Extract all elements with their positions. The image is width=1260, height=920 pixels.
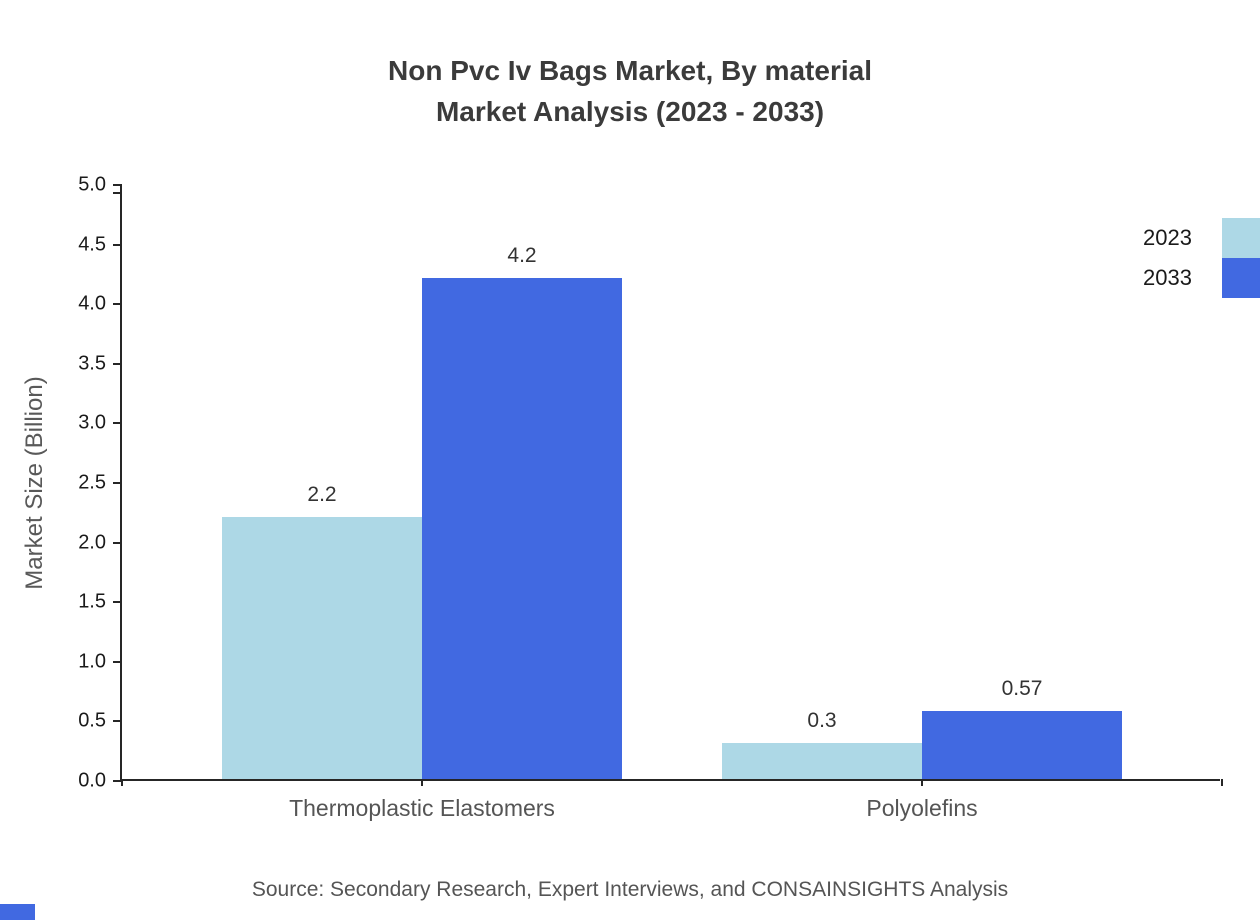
y-tick-label: 5.0 [78,173,106,196]
y-tick-mark [113,601,122,604]
bottom-left-blue-mark [0,904,35,920]
x-tick-mark [921,779,923,786]
y-tick-label: 0.5 [78,709,106,732]
y-tick-label: 2.5 [78,471,106,494]
category-label: Thermoplastic Elastomers [289,795,555,821]
x-tick-mark [421,779,423,786]
y-tick-mark [113,303,122,306]
y-axis-cap-mark [113,192,122,194]
source-note: Source: Secondary Research, Expert Inter… [251,878,1009,901]
legend-label: 2023 [1143,225,1192,250]
y-tick-mark [113,541,122,544]
bar-2033-polyolefins [922,711,1122,779]
chart-title-line1: Non Pvc Iv Bags Market, By material [388,55,872,86]
chart-title: Non Pvc Iv Bags Market, By material Mark… [0,50,1260,132]
y-tick-mark [113,184,122,186]
x-axis-end-tick [1221,779,1223,786]
bar-2023-thermoplastic-elastomers [222,516,422,779]
bar-value-label: 0.3 [807,709,837,733]
y-tick-label: 1.0 [78,650,106,673]
y-tick-label: 4.0 [78,292,106,315]
legend-item-2033: 2033 [1143,258,1260,298]
bar-2033-thermoplastic-elastomers [422,278,622,779]
y-tick-mark [113,660,122,663]
category-label: Polyolefins [866,795,978,821]
legend-swatch [1222,218,1260,258]
bar-2023-polyolefins [722,743,922,779]
legend-item-2023: 2023 [1143,218,1260,258]
legend: 2023 2033 [1143,218,1260,298]
y-tick-mark [113,362,122,365]
y-tick-label: 2.0 [78,531,106,554]
bar-value-label: 2.2 [307,482,337,506]
y-tick-mark [113,482,122,484]
y-axis-label: Market Size (Billion) [21,376,48,590]
plot-area: 0.0 0.5 1.0 1.5 2.0 2.5 3.0 3.5 4.0 4.5 5.0 2.2 4.2 T… [78,174,1223,821]
chart-title-line2: Market Analysis (2023 - 2033) [435,96,825,127]
y-tick-label: 3.0 [78,411,106,434]
y-tick-label: 4.5 [78,233,106,256]
bar-value-label: 4.2 [507,244,537,268]
y-tick-mark [113,780,122,782]
bar-value-label: 0.57 [1001,677,1043,701]
y-tick-label: 1.5 [78,590,106,613]
x-axis-end-tick [121,779,123,786]
y-tick-mark [113,243,122,246]
y-tick-mark [113,720,122,723]
y-tick-label: 3.5 [78,352,106,375]
legend-swatch [1222,258,1260,298]
y-tick-mark [113,422,122,425]
legend-label: 2033 [1143,265,1192,290]
y-tick-label: 0.0 [78,769,106,792]
